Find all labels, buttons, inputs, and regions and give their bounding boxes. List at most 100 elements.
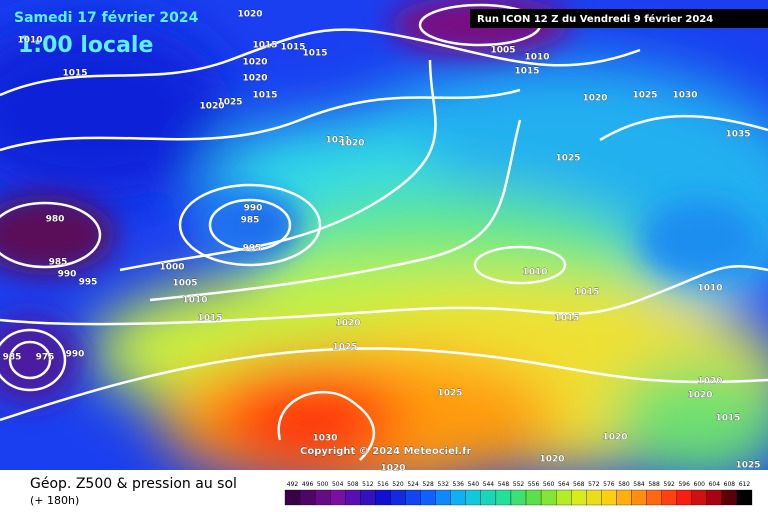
geopotential-field [0, 0, 768, 470]
isobar-label: 1025 [217, 98, 242, 108]
isobar-label: 1010 [522, 268, 547, 278]
colorbar-label: 548 [498, 481, 510, 488]
isobar-label: 1010 [524, 53, 549, 63]
isobar-label: 1015 [715, 414, 740, 424]
isobar-label: 1015 [280, 43, 305, 53]
isobar-label: 1005 [490, 46, 515, 56]
colorbar-cell [420, 489, 436, 506]
colorbar-cell [736, 489, 753, 506]
colorbar-label: 556 [528, 481, 540, 488]
colorbar-label: 568 [573, 481, 585, 488]
colorbar-label: 596 [678, 481, 690, 488]
date: Samedi 17 février 2024 [14, 10, 199, 26]
colorbar-label: 584 [633, 481, 645, 488]
colorbar-label: 552 [513, 481, 525, 488]
colorbar-label: 504 [332, 481, 344, 488]
isobar-label: 1020 [199, 102, 224, 112]
isobar-label: 975 [36, 353, 55, 363]
footer-lead: (+ 180h) [30, 494, 79, 507]
isobar-label: 1015 [197, 314, 222, 324]
isobar-label: 1021 [325, 136, 350, 146]
isobar-label: 1025 [632, 91, 657, 101]
colorbar-cell [721, 489, 738, 506]
colorbar-cell [616, 489, 632, 506]
isobars [0, 3, 768, 461]
colorbar-label: 588 [648, 481, 660, 488]
isobar-label: 1020 [335, 319, 360, 329]
colorbar-label: 516 [377, 481, 389, 488]
isobar-label: 1015 [252, 91, 277, 101]
colorbar-cell [706, 489, 723, 506]
colorbar-cell [540, 489, 557, 506]
colorbar-cell [284, 489, 301, 506]
isobar-label: 990 [66, 350, 85, 360]
isobar-label: 1020 [687, 391, 712, 401]
isobar-label: 1020 [582, 94, 607, 104]
copyright: Copyright © 2024 Meteociel.fr [300, 446, 471, 457]
colorbar-label: 528 [422, 481, 434, 488]
colorbar-label: 532 [437, 481, 449, 488]
colorbar-label: 496 [302, 481, 314, 488]
colorbar-label: 604 [709, 481, 721, 488]
colorbar-cell [450, 489, 466, 506]
isobar-label: 1010 [697, 284, 722, 294]
isobar-label: 1025 [437, 389, 462, 399]
isobar-label: 1020 [242, 58, 267, 68]
colorbar-label: 560 [543, 481, 555, 488]
isobar-label: 1025 [735, 461, 760, 471]
colorbar-cell [571, 489, 587, 506]
colorbar-cell [646, 489, 662, 506]
colorbar-cell [495, 489, 512, 506]
colorbar-cell [691, 489, 707, 506]
isobar-label: 1020 [339, 139, 364, 149]
isobar-label: 1015 [514, 67, 539, 77]
isobar-label: 1035 [725, 130, 750, 140]
colorbar-cell [631, 489, 647, 506]
colorbar-cell [330, 489, 346, 506]
colorbar-cell [405, 489, 421, 506]
colorbar-label: 512 [362, 481, 374, 488]
colorbar-label: 612 [739, 481, 751, 488]
colorbar-cell [299, 489, 316, 506]
colorbar-label: 600 [694, 481, 706, 488]
isobar-label: 1000 [159, 263, 184, 273]
colorbar-cell [480, 489, 497, 506]
isobar-label: 985 [241, 216, 260, 226]
colorbar-label: 576 [603, 481, 615, 488]
run-box [470, 9, 768, 28]
colorbar-label: 500 [317, 481, 329, 488]
footer-title: Géop. Z500 & pression au sol [30, 476, 237, 492]
colorbar-cell [661, 489, 677, 506]
isobar-label: 1030 [672, 91, 697, 101]
colorbar-label: 536 [453, 481, 465, 488]
colorbar-label: 544 [483, 481, 495, 488]
local-time: 1:00 locale [18, 33, 153, 58]
colorbar-label: 492 [287, 481, 299, 488]
colorbar-cell [360, 489, 376, 506]
colorbar-cell [601, 489, 617, 506]
isobar-label: 1020 [237, 10, 262, 20]
colorbar-cell [345, 489, 361, 506]
colorbar-label: 564 [558, 481, 570, 488]
isobar-label: 1020 [697, 377, 722, 387]
colorbar-cell [510, 489, 527, 506]
colorbar-label: 524 [407, 481, 419, 488]
isobar-label: 1015 [302, 49, 327, 59]
isobar-label: 1015 [252, 41, 277, 51]
colorbar-label: 508 [347, 481, 359, 488]
isobar-label: 985 [3, 353, 22, 363]
colorbar-label: 520 [392, 481, 404, 488]
colorbar-cell [676, 489, 692, 506]
isobar-label: 995 [243, 244, 262, 254]
colorbar-label: 572 [588, 481, 600, 488]
colorbar-label: 592 [663, 481, 675, 488]
isobar-label: 1010 [182, 296, 207, 306]
isobar-label: 995 [79, 278, 98, 288]
isobar-label: 1015 [62, 69, 87, 79]
isobar-label: 1020 [602, 433, 627, 443]
isobar-label: 1030 [312, 434, 337, 444]
colorbar-cell [314, 489, 331, 506]
colorbar-label: 580 [618, 481, 630, 488]
isobar-label: 980 [46, 215, 65, 225]
